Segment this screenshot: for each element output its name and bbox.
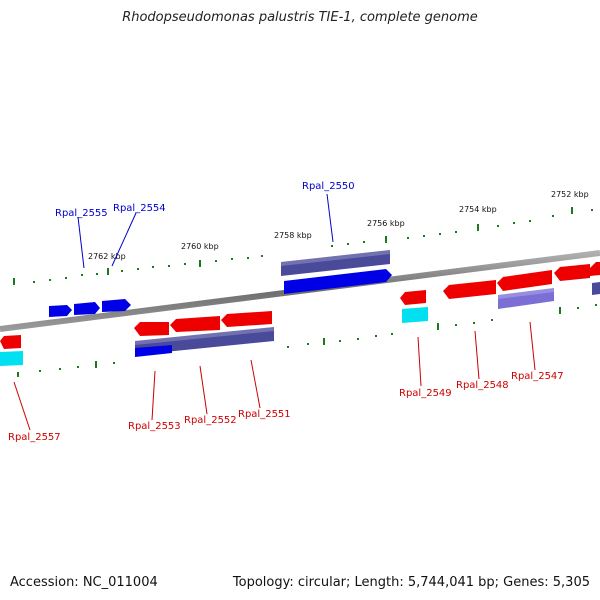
- gene-block-red[interactable]: [400, 290, 426, 305]
- gene-label-rpal-2547[interactable]: Rpal_2547: [511, 371, 564, 382]
- gene-block-cyan[interactable]: [402, 307, 428, 323]
- gene-block-cyan[interactable]: [0, 351, 23, 366]
- kbp-label-2760: 2760 kbp: [181, 242, 219, 251]
- gene-label-rpal-2554[interactable]: Rpal_2554: [113, 203, 166, 214]
- forward-tick-track: [13, 207, 593, 285]
- gene-block-blue[interactable]: [74, 302, 100, 315]
- kbp-label-2754: 2754 kbp: [459, 205, 497, 214]
- reverse-genes: [0, 262, 600, 366]
- forward-genes: [49, 250, 392, 317]
- gene-label-rpal-2555[interactable]: Rpal_2555: [55, 208, 108, 219]
- forward-label-lines: [77, 193, 334, 269]
- kbp-label-2756: 2756 kbp: [367, 219, 405, 228]
- gene-block-red[interactable]: [554, 264, 590, 281]
- gene-block-red[interactable]: [497, 270, 552, 291]
- genome-title: Rhodopseudomonas palustris TIE-1, comple…: [122, 10, 478, 25]
- gene-label-rpal-2551[interactable]: Rpal_2551: [238, 409, 291, 420]
- gene-block-slate[interactable]: [592, 282, 600, 295]
- gene-label-rpal-2553[interactable]: Rpal_2553: [128, 421, 181, 432]
- accession-text: Accession: NC_011004: [10, 575, 158, 590]
- gene-label-rpal-2549[interactable]: Rpal_2549: [399, 388, 452, 399]
- gene-block-lavender[interactable]: [498, 288, 554, 309]
- gene-block-red[interactable]: [0, 335, 21, 349]
- gene-label-rpal-2552[interactable]: Rpal_2552: [184, 415, 237, 426]
- gene-block-blue[interactable]: [135, 345, 172, 357]
- kbp-label-2758: 2758 kbp: [274, 231, 312, 240]
- reverse-tick-track: [17, 304, 597, 377]
- gene-block-blue[interactable]: [284, 269, 392, 294]
- gene-block-blue[interactable]: [102, 299, 131, 312]
- gene-block-red[interactable]: [170, 316, 220, 332]
- gene-block-blue[interactable]: [49, 305, 72, 317]
- genome-summary-text: Topology: circular; Length: 5,744,041 bp…: [232, 575, 590, 590]
- gene-block-slate[interactable]: [281, 250, 390, 276]
- gene-block-red[interactable]: [134, 322, 169, 336]
- gene-block-red[interactable]: [590, 262, 600, 276]
- reverse-label-lines: [13, 321, 536, 431]
- gene-label-rpal-2557[interactable]: Rpal_2557: [8, 432, 61, 443]
- gene-block-red[interactable]: [221, 311, 272, 327]
- gene-sheen: [135, 250, 554, 345]
- gene-block-red[interactable]: [443, 280, 496, 299]
- kbp-label-2762: 2762 kbp: [88, 252, 126, 261]
- gene-label-rpal-2550[interactable]: Rpal_2550: [302, 181, 355, 192]
- kbp-label-2752: 2752 kbp: [551, 190, 589, 199]
- gene-label-rpal-2548[interactable]: Rpal_2548: [456, 380, 509, 391]
